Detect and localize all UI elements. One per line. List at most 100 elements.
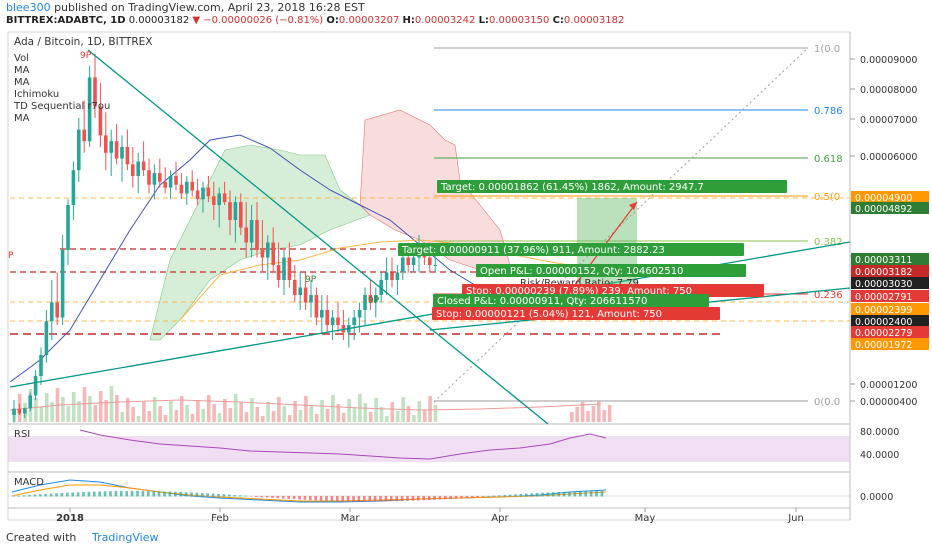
- close-value: 0.00003182: [563, 15, 625, 26]
- tradingview-logo-link[interactable]: TradingView: [92, 531, 159, 544]
- rsi-pane: RSI: [8, 429, 850, 462]
- volume-bar: [417, 401, 422, 422]
- macd-bar: [298, 496, 301, 500]
- volume-bar: [602, 410, 606, 422]
- candle-body: [195, 190, 200, 200]
- candle-body: [374, 295, 378, 303]
- volume-bar: [228, 408, 233, 422]
- macd-bar: [120, 491, 123, 497]
- annotation-box[interactable]: [433, 294, 709, 307]
- macd-bar: [562, 491, 566, 497]
- x-tick-label: Apr: [491, 513, 509, 524]
- annotation-text: Risk/Reward Ratio: 7.79: [520, 278, 639, 289]
- candle-body: [239, 202, 243, 228]
- candle-body: [341, 325, 346, 333]
- macd-bar: [541, 492, 544, 497]
- author-link[interactable]: blee300: [6, 1, 51, 14]
- macd-bar: [93, 491, 96, 497]
- macd-bar: [33, 494, 37, 497]
- volume-bar: [304, 396, 308, 422]
- volume-bar: [88, 396, 92, 422]
- legend-item: MA: [14, 113, 30, 124]
- macd-bar: [87, 491, 91, 497]
- volume-bar: [341, 413, 346, 422]
- support-resistance-lines: [10, 197, 850, 335]
- x-tick-label: Mar: [341, 513, 361, 524]
- y-tick-label: 0.00001200: [860, 380, 917, 391]
- candle-body: [266, 242, 270, 258]
- volume-bar: [607, 405, 612, 422]
- candle-body: [66, 205, 70, 250]
- volume-bar: [239, 403, 243, 422]
- volume-bar: [570, 412, 574, 422]
- open-label: O:: [326, 15, 339, 26]
- macd-bar: [384, 496, 388, 502]
- volume-bar: [196, 400, 200, 422]
- candle-body: [411, 257, 416, 265]
- macd-bar: [519, 493, 523, 497]
- price-axis[interactable]: 0.00009000 0.00008000 0.00007000 0.00006000…: [850, 55, 917, 408]
- macd-bar: [427, 496, 431, 501]
- td-label: 9P: [305, 275, 317, 285]
- macd-bar: [195, 492, 199, 497]
- price-chart[interactable]: 1(0.0 0.786 0.618 0.5(0 0.382 0.236 0(0.0 Targ…: [0, 30, 932, 526]
- macd-bar: [184, 492, 188, 497]
- macd-bar: [98, 491, 101, 497]
- volume-bar: [379, 407, 384, 422]
- arrow-head: [629, 202, 637, 210]
- candle-body: [384, 272, 389, 280]
- legend-item: MA: [14, 65, 30, 76]
- candle-body: [249, 220, 254, 243]
- volume-bar: [428, 396, 432, 422]
- macd-bar: [201, 493, 204, 497]
- open-value: 0.00003207: [338, 15, 400, 26]
- macd-bar: [309, 496, 312, 501]
- candle-body: [233, 202, 238, 220]
- price-label: 0.00002279: [855, 328, 912, 339]
- legend-item: Ichimoku: [14, 89, 59, 100]
- macd-bar: [422, 496, 425, 501]
- candle-body: [125, 147, 130, 165]
- volume-bar: [93, 405, 98, 422]
- macd-bar: [352, 496, 355, 502]
- fib-label: 0.236: [814, 290, 843, 301]
- volume-bar: [287, 415, 292, 422]
- volume-bar: [390, 402, 395, 422]
- volume-bar: [104, 400, 108, 422]
- candle-body: [314, 295, 319, 318]
- annotation-box[interactable]: [398, 243, 744, 256]
- macd-bar: [60, 493, 64, 497]
- candle-body: [136, 161, 140, 176]
- candle-body: [12, 409, 16, 415]
- candle-body: [201, 187, 205, 200]
- volume-bar: [282, 406, 287, 422]
- annotation-box[interactable]: [462, 284, 764, 297]
- price-label-box: [851, 202, 929, 214]
- annotation-box[interactable]: [432, 307, 720, 320]
- macd-bar: [406, 496, 409, 501]
- annotation-box[interactable]: [437, 180, 787, 193]
- macd-bar: [373, 496, 377, 502]
- macd-bar: [12, 496, 15, 497]
- volume-bar: [250, 398, 254, 422]
- price-label-box: [851, 253, 929, 265]
- annotation-box[interactable]: [476, 264, 746, 277]
- legend: Ada / Bitcoin, 1D, BITTREX VolMAMAIchimo…: [13, 36, 153, 124]
- downtrend-line[interactable]: [87, 49, 549, 425]
- time-axis[interactable]: 2018 Feb Mar Apr May Jun: [56, 508, 804, 524]
- annotation-text: Closed P&L: 0.00000911, Qty: 206611570: [437, 296, 647, 307]
- y-tick-label: 0.00006000: [860, 152, 917, 163]
- candle-body: [147, 170, 151, 185]
- volume-bar: [217, 413, 222, 422]
- volume-bar: [575, 407, 579, 422]
- volume-bar: [185, 405, 189, 422]
- fib-diagonal: [433, 47, 809, 403]
- macd-bar: [163, 491, 166, 497]
- macd-bar: [346, 496, 350, 502]
- candle-body: [228, 202, 232, 220]
- macd-label: MACD: [14, 477, 44, 488]
- candle-body: [293, 280, 297, 295]
- candle-body: [50, 302, 54, 322]
- volume-bar: [109, 386, 114, 422]
